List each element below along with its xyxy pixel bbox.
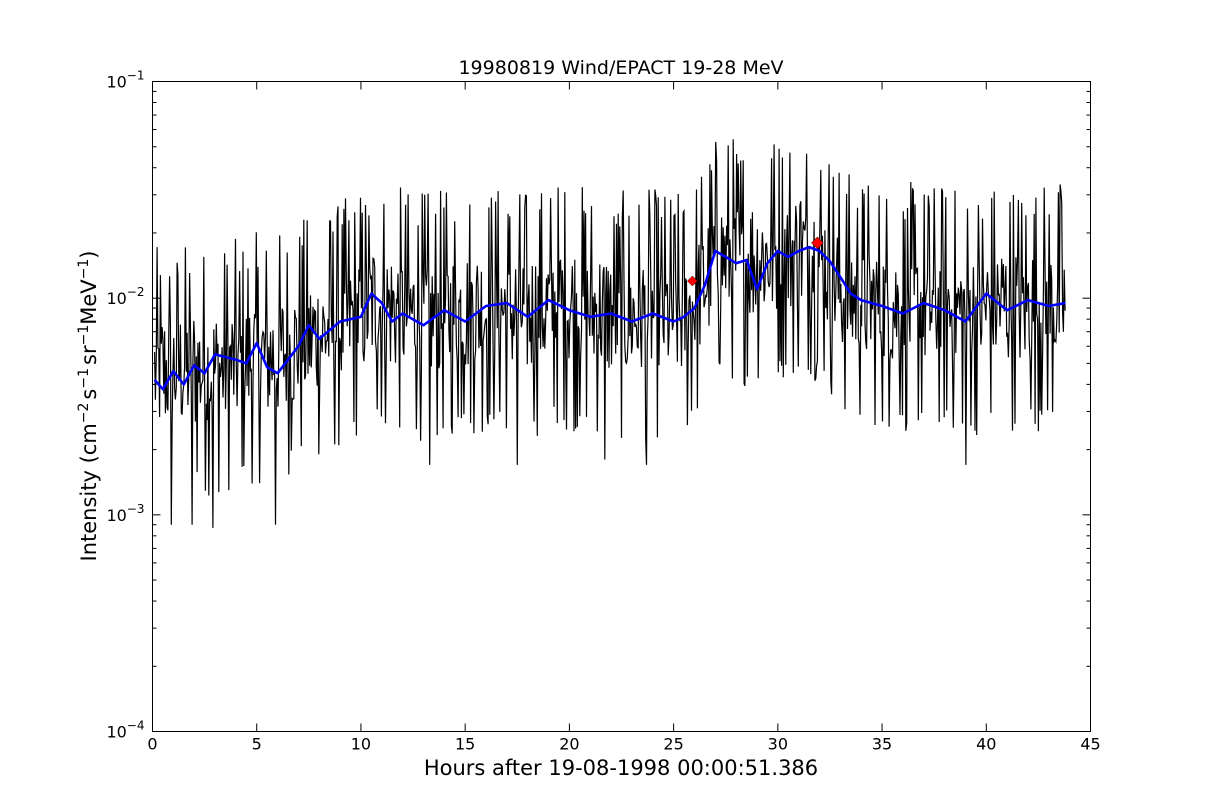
y-axis-label: Intensity (cm−2s−1sr−1MeV−1) — [76, 251, 101, 562]
x-tick-label: 0 — [147, 735, 157, 754]
y-tick-label: 10−4 — [106, 719, 144, 742]
x-tick-label: 20 — [559, 735, 579, 754]
x-tick-label: 10 — [351, 735, 371, 754]
y-tick-label: 10−1 — [106, 69, 144, 92]
series-smoothed-line — [153, 245, 1066, 391]
ticks: 0 5 10 15 20 25 30 35 40 45 10−4 10−3 10−2 10−1 — [106, 69, 1100, 754]
x-axis-label: Hours after 19-08-1998 00:00:51.386 — [424, 756, 818, 780]
event-marker — [811, 236, 824, 250]
series-raw-line — [154, 139, 1066, 528]
x-tick-label: 45 — [1080, 735, 1100, 754]
x-tick-label: 5 — [252, 735, 262, 754]
y-tick-label: 10−2 — [106, 285, 144, 308]
event-marker — [687, 275, 698, 287]
x-tick-label: 30 — [768, 735, 788, 754]
chart-title: 19980819 Wind/EPACT 19-28 MeV — [458, 57, 783, 79]
y-tick-label: 10−3 — [106, 502, 144, 525]
axes-frame — [152, 81, 1091, 732]
plot-area — [153, 139, 1066, 528]
x-tick-label: 25 — [663, 735, 683, 754]
x-tick-label: 35 — [872, 735, 892, 754]
x-tick-label: 40 — [976, 735, 996, 754]
x-tick-label: 15 — [455, 735, 475, 754]
